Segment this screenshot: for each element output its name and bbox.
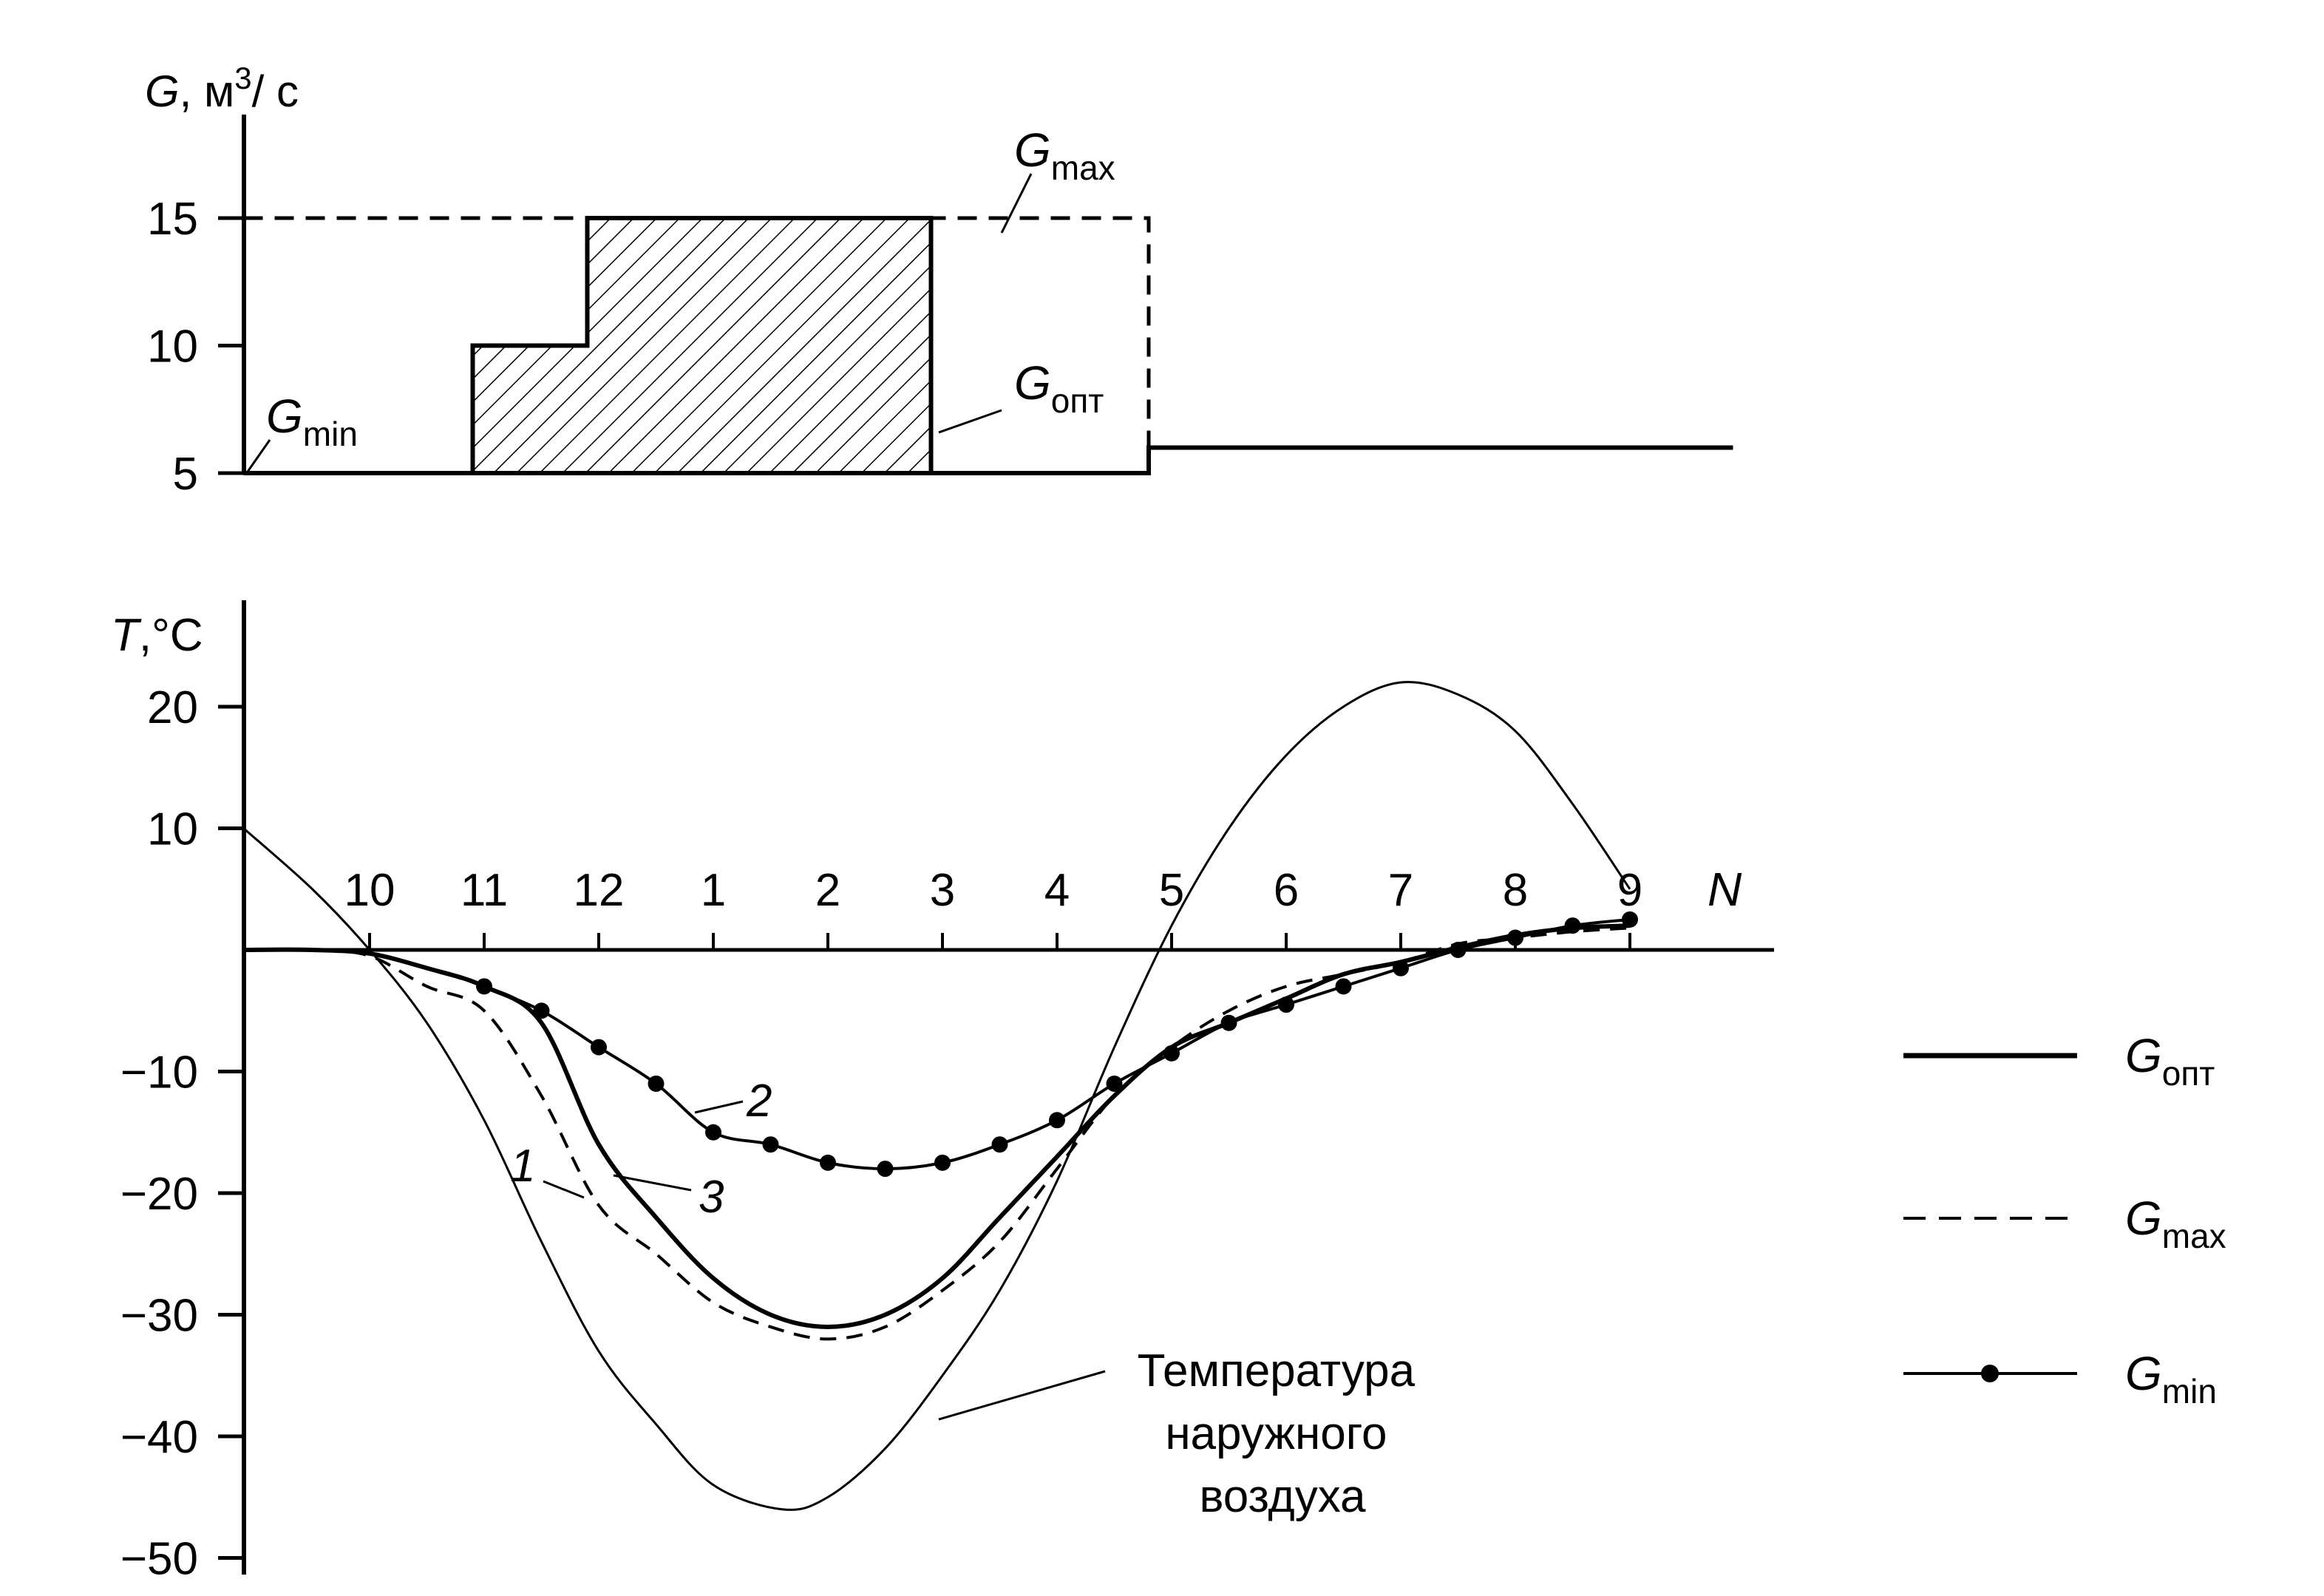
temp-series-3-point-10 bbox=[1049, 1112, 1065, 1129]
temp-y-tick-label-20: 20 bbox=[147, 682, 198, 733]
flow-y-tick-label-5: 5 bbox=[173, 449, 198, 500]
gmin-annotation-sub: min bbox=[303, 415, 358, 453]
temp-series bbox=[242, 681, 1638, 1511]
outdoor-label: Температура наружного воздуха bbox=[1138, 1345, 1428, 1522]
temp-axis-unit: ,°C bbox=[139, 610, 203, 661]
temp-series-0 bbox=[242, 681, 1631, 1511]
gmin-leader bbox=[246, 439, 271, 472]
outdoor-leader bbox=[938, 1370, 1106, 1421]
temp-series-3-point-14 bbox=[1278, 996, 1294, 1013]
legend-label-sub-1: max bbox=[2162, 1217, 2226, 1255]
temp-y-tick-label--20: −20 bbox=[120, 1169, 198, 1220]
temp-y-tick-label--30: −30 bbox=[120, 1291, 198, 1342]
flow-series-gmax bbox=[243, 216, 1151, 473]
temp-x-tick-label-6: 6 bbox=[1274, 865, 1299, 916]
temp-series-3-point-20 bbox=[1622, 911, 1638, 928]
flow-series-gопт bbox=[243, 216, 1733, 475]
temp-axis-symbol: T bbox=[111, 610, 142, 661]
flow-y-ticks: 5 10 15 bbox=[147, 194, 244, 500]
temp-y-tick-label--50: −50 bbox=[120, 1534, 198, 1585]
flow-axis-unit-sup: 3 bbox=[234, 61, 251, 95]
flow-axis-unit-end: / с bbox=[252, 67, 299, 116]
temp-series-3-point-6 bbox=[820, 1154, 836, 1171]
legend-label-0: Gопт bbox=[2125, 1029, 2215, 1093]
legend-marker-2 bbox=[1981, 1365, 1999, 1382]
legend-label-sub-2: min bbox=[2162, 1372, 2217, 1410]
gmax-leader bbox=[1000, 173, 1033, 234]
temp-series-3-point-5 bbox=[762, 1136, 779, 1153]
legend-label-2: Gmin bbox=[2125, 1347, 2217, 1410]
temp-x-tick-label-2: 2 bbox=[815, 865, 840, 916]
gopt-leader bbox=[938, 409, 1002, 434]
legend-label-base-1: G bbox=[2125, 1192, 2162, 1245]
curve-label-1: 1 bbox=[510, 1141, 535, 1192]
outdoor-label-line-1: Температура bbox=[1138, 1345, 1416, 1396]
temp-series-3-point-0 bbox=[476, 978, 492, 995]
temp-x-tick-label-8: 8 bbox=[1503, 865, 1528, 916]
curve-label-2: 2 bbox=[746, 1076, 772, 1127]
temp-x-axis-label: N bbox=[1708, 863, 1742, 916]
flow-y-tick-label-15: 15 bbox=[147, 194, 198, 245]
temp-axis-label: T,°C bbox=[111, 610, 203, 661]
legend-label-base-0: G bbox=[2125, 1029, 2162, 1082]
gmax-annotation-sub: max bbox=[1051, 149, 1115, 187]
temp-x-tick-label-3: 3 bbox=[930, 865, 955, 916]
temp-series-2 bbox=[243, 926, 1631, 1341]
temp-x-tick-label-9: 9 bbox=[1617, 865, 1642, 916]
temp-series-3-point-13 bbox=[1220, 1014, 1237, 1031]
gopt-annotation-base: G bbox=[1014, 356, 1051, 410]
temp-series-3-point-18 bbox=[1507, 929, 1523, 946]
temp-y-tick-label--40: −40 bbox=[120, 1412, 198, 1463]
temp-series-3-point-12 bbox=[1163, 1045, 1180, 1062]
curve-label-2-leader bbox=[694, 1100, 744, 1114]
temp-y-tick-label-10: 10 bbox=[147, 804, 198, 855]
temp-series-1 bbox=[243, 923, 1631, 1329]
temp-x-tick-label-12: 12 bbox=[574, 865, 625, 916]
legend-label-base-2: G bbox=[2125, 1347, 2162, 1400]
legend-label-1: Gmax bbox=[2125, 1192, 2226, 1255]
legend-label-sub-0: опт bbox=[2162, 1054, 2215, 1093]
flow-axis-symbol: G bbox=[145, 67, 180, 116]
temp-series-3-point-17 bbox=[1450, 942, 1467, 958]
gmin-annotation-base: G bbox=[266, 390, 303, 443]
temp-series-3-point-8 bbox=[934, 1154, 951, 1171]
flow-axis-label: G, м3/ с bbox=[145, 61, 299, 116]
curve-label-1-leader bbox=[543, 1180, 585, 1199]
temp-series-3-point-19 bbox=[1564, 917, 1581, 934]
temp-x-tick-label-4: 4 bbox=[1044, 865, 1070, 916]
temp-series-3-point-3 bbox=[648, 1075, 665, 1092]
gopt-annotation-sub: опт bbox=[1051, 381, 1104, 420]
temp-series-3-point-7 bbox=[877, 1161, 894, 1178]
curve-label-3: 3 bbox=[699, 1172, 724, 1223]
temp-x-tick-label-7: 7 bbox=[1388, 865, 1413, 916]
temp-x-tick-label-10: 10 bbox=[344, 865, 395, 916]
flow-series bbox=[243, 216, 1733, 475]
temp-x-ticks: 10 11 12 1 2 3 4 5 6 7 8 9 bbox=[344, 865, 1642, 950]
outdoor-label-line-3: воздуха bbox=[1199, 1471, 1366, 1522]
flow-y-tick-label-10: 10 bbox=[147, 322, 198, 373]
temp-y-tick-label--10: −10 bbox=[120, 1047, 198, 1098]
temp-series-3-point-9 bbox=[991, 1136, 1008, 1153]
temp-series-3-point-15 bbox=[1335, 978, 1352, 995]
gmax-annotation: Gmax bbox=[1014, 123, 1115, 187]
temp-series-3-point-2 bbox=[591, 1039, 607, 1056]
gmin-annotation: Gmin bbox=[266, 390, 358, 453]
outdoor-label-line-2: наружного bbox=[1165, 1408, 1387, 1459]
temp-y-ticks: 20 10 −10 −20 −30 −40 −50 bbox=[120, 682, 244, 1585]
gopt-annotation: Gопт bbox=[1014, 356, 1104, 420]
temp-series-3-point-11 bbox=[1106, 1075, 1123, 1092]
temp-x-tick-label-11: 11 bbox=[461, 865, 508, 916]
temp-series-3-point-16 bbox=[1393, 960, 1409, 977]
curve-label-3-leader bbox=[613, 1174, 692, 1192]
temp-series-3-point-1 bbox=[533, 1002, 550, 1019]
temp-series-3-point-4 bbox=[705, 1124, 721, 1141]
temp-x-tick-label-1: 1 bbox=[701, 865, 726, 916]
flow-axis-unit: , м bbox=[180, 67, 235, 116]
gmax-annotation-base: G bbox=[1014, 123, 1051, 177]
